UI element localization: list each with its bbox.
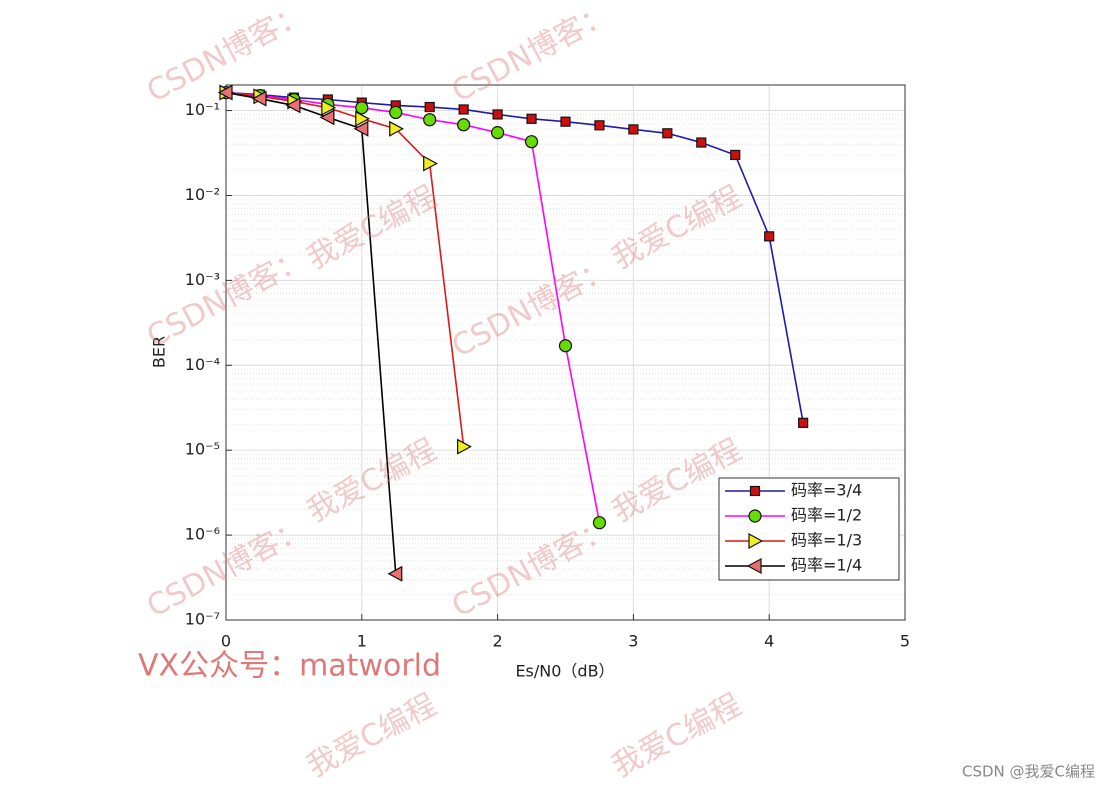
plot-frame xyxy=(225,84,906,621)
marker xyxy=(492,109,503,120)
marker xyxy=(592,516,607,530)
y-tick-label: 10⁻² xyxy=(185,185,220,204)
marker xyxy=(491,126,505,140)
x-tick-label: 2 xyxy=(493,632,503,651)
x-tick-label: 5 xyxy=(900,632,910,651)
marker xyxy=(524,135,539,149)
y-tick-label: 10⁻⁷ xyxy=(185,610,220,629)
legend-marker xyxy=(748,509,762,523)
marker xyxy=(387,565,403,582)
x-axis-label: Es/N0（dB） xyxy=(515,662,614,681)
x-tick-label: 0 xyxy=(221,632,231,651)
marker xyxy=(389,120,405,137)
marker xyxy=(285,97,301,114)
marker xyxy=(321,99,337,116)
y-tick-label: 10⁻⁵ xyxy=(185,440,220,459)
marker xyxy=(251,90,267,107)
legend-label: 码率=1/3 xyxy=(791,531,862,550)
legend-label: 码率=1/2 xyxy=(791,506,862,525)
marker xyxy=(594,120,605,131)
series-line xyxy=(225,91,804,423)
watermark: 我爱C编程 xyxy=(301,687,442,784)
marker xyxy=(423,113,437,127)
marker xyxy=(798,417,809,428)
x-tick-label: 1 xyxy=(357,632,367,651)
marker xyxy=(526,113,537,124)
x-tick-label: 4 xyxy=(764,632,774,651)
x-tick-label: 3 xyxy=(628,632,638,651)
y-axis-label: BER xyxy=(150,336,169,368)
marker xyxy=(424,101,435,113)
marker xyxy=(696,137,707,148)
legend-marker xyxy=(746,557,762,575)
legend-marker xyxy=(749,485,761,497)
y-tick-label: 10⁻⁴ xyxy=(185,355,220,374)
marker xyxy=(558,339,573,353)
marker xyxy=(457,438,472,455)
marker xyxy=(319,109,335,126)
marker xyxy=(560,116,571,127)
wechat-note: VX公众号：matworld xyxy=(138,649,441,684)
marker xyxy=(764,231,775,242)
y-tick-label: 10⁻¹ xyxy=(185,100,220,119)
marker xyxy=(662,128,673,139)
marker xyxy=(389,105,403,120)
y-tick-label: 10⁻⁶ xyxy=(185,525,220,544)
marker xyxy=(730,149,741,161)
marker xyxy=(353,120,369,137)
marker xyxy=(457,118,471,132)
legend-box xyxy=(718,477,900,581)
credit: CSDN @我爱C编程 xyxy=(962,763,1095,781)
watermark: 我爱C编程 xyxy=(606,687,747,784)
marker xyxy=(423,155,438,172)
legend-label: 码率=3/4 xyxy=(791,481,862,500)
marker xyxy=(628,124,639,135)
marker xyxy=(355,110,371,127)
legend-label: 码率=1/4 xyxy=(791,556,862,575)
marker xyxy=(217,84,233,101)
y-tick-label: 10⁻³ xyxy=(185,270,220,289)
marker xyxy=(458,104,469,115)
marker xyxy=(355,101,369,115)
legend-marker xyxy=(748,532,764,550)
